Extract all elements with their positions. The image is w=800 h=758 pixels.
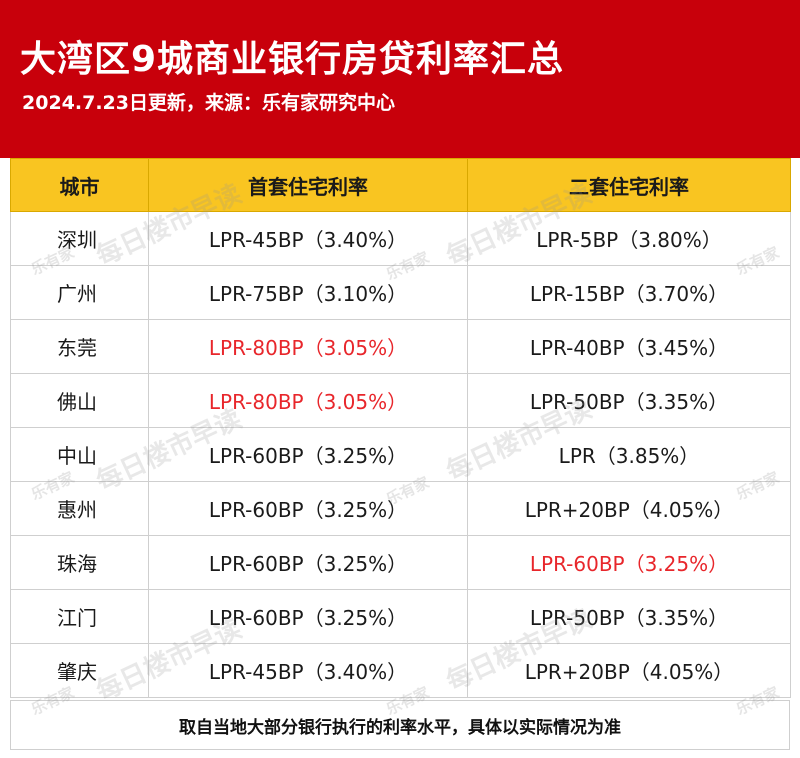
first-home-rate-cell: LPR-45BP（3.40%） (148, 211, 468, 266)
city-cell: 佛山 (10, 373, 149, 428)
table-header-row: 城市 首套住宅利率 二套住宅利率 (10, 158, 791, 212)
city-cell: 深圳 (10, 211, 149, 266)
rate-table: 城市 首套住宅利率 二套住宅利率 深圳 LPR-45BP（3.40%） LPR-… (10, 158, 791, 698)
second-home-rate-cell: LPR-50BP（3.35%） (467, 373, 791, 428)
city-cell: 肇庆 (10, 643, 149, 698)
second-home-rate-cell-highlighted: LPR-60BP（3.25%） (467, 535, 791, 590)
footer-note: 取自当地大部分银行执行的利率水平，具体以实际情况为准 (10, 700, 790, 750)
table-row: 珠海 LPR-60BP（3.25%） LPR-60BP（3.25%） (10, 535, 791, 590)
table-row: 深圳 LPR-45BP（3.40%） LPR-5BP（3.80%） (10, 211, 791, 266)
first-home-rate-cell: LPR-60BP（3.25%） (148, 535, 468, 590)
table-row: 江门 LPR-60BP（3.25%） LPR-50BP（3.35%） (10, 589, 791, 644)
column-header-first-home: 首套住宅利率 (148, 158, 468, 212)
second-home-rate-cell: LPR-50BP（3.35%） (467, 589, 791, 644)
first-home-rate-cell: LPR-60BP（3.25%） (148, 427, 468, 482)
city-cell: 江门 (10, 589, 149, 644)
second-home-rate-cell: LPR-40BP（3.45%） (467, 319, 791, 374)
column-header-city: 城市 (10, 158, 149, 212)
page-title: 大湾区9城商业银行房贷利率汇总 (20, 39, 565, 80)
first-home-rate-cell: LPR-60BP（3.25%） (148, 589, 468, 644)
second-home-rate-cell: LPR+20BP（4.05%） (467, 643, 791, 698)
table-row: 东莞 LPR-80BP（3.05%） LPR-40BP（3.45%） (10, 319, 791, 374)
city-cell: 中山 (10, 427, 149, 482)
table-row: 佛山 LPR-80BP（3.05%） LPR-50BP（3.35%） (10, 373, 791, 428)
table-row: 中山 LPR-60BP（3.25%） LPR（3.85%） (10, 427, 791, 482)
city-cell: 珠海 (10, 535, 149, 590)
header-banner: 大湾区9城商业银行房贷利率汇总 2024.7.23日更新，来源：乐有家研究中心 (0, 0, 800, 158)
city-cell: 东莞 (10, 319, 149, 374)
second-home-rate-cell: LPR（3.85%） (467, 427, 791, 482)
table-row: 惠州 LPR-60BP（3.25%） LPR+20BP（4.05%） (10, 481, 791, 536)
column-header-second-home: 二套住宅利率 (467, 158, 791, 212)
second-home-rate-cell: LPR-15BP（3.70%） (467, 265, 791, 320)
city-cell: 惠州 (10, 481, 149, 536)
second-home-rate-cell: LPR-5BP（3.80%） (467, 211, 791, 266)
first-home-rate-cell: LPR-75BP（3.10%） (148, 265, 468, 320)
first-home-rate-cell: LPR-60BP（3.25%） (148, 481, 468, 536)
first-home-rate-cell-highlighted: LPR-80BP（3.05%） (148, 319, 468, 374)
first-home-rate-cell-highlighted: LPR-80BP（3.05%） (148, 373, 468, 428)
city-cell: 广州 (10, 265, 149, 320)
table-row: 肇庆 LPR-45BP（3.40%） LPR+20BP（4.05%） (10, 643, 791, 698)
first-home-rate-cell: LPR-45BP（3.40%） (148, 643, 468, 698)
page-subtitle: 2024.7.23日更新，来源：乐有家研究中心 (22, 92, 395, 114)
second-home-rate-cell: LPR+20BP（4.05%） (467, 481, 791, 536)
table-row: 广州 LPR-75BP（3.10%） LPR-15BP（3.70%） (10, 265, 791, 320)
